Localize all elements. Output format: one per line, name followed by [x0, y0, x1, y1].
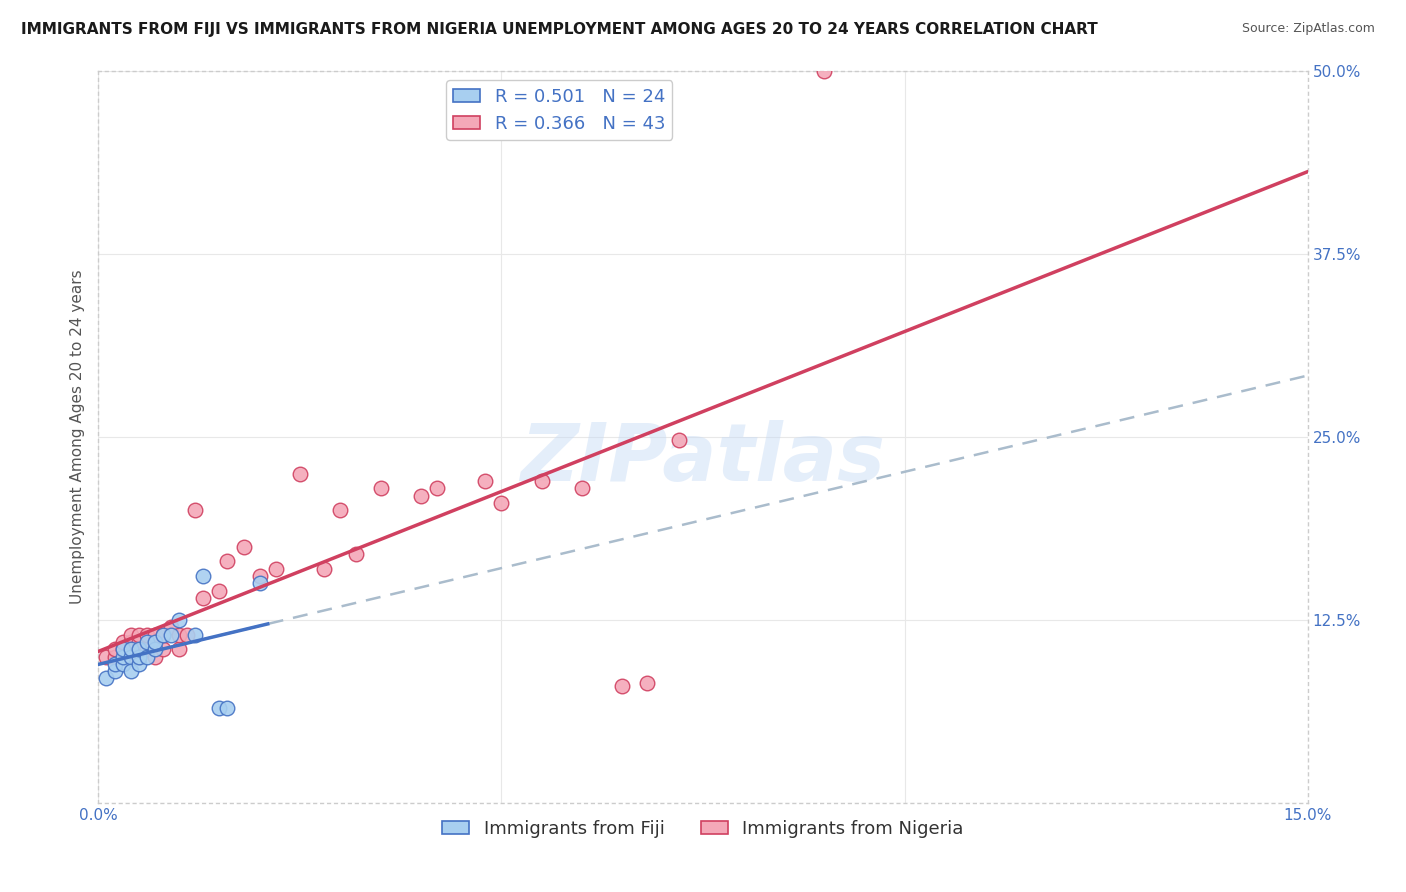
Point	[120, 635, 142, 649]
Point	[120, 664, 142, 678]
Point	[232, 540, 254, 554]
Point	[152, 627, 174, 641]
Point	[668, 433, 690, 447]
Point	[474, 474, 496, 488]
Point	[426, 481, 449, 495]
Point	[193, 591, 215, 605]
Point	[135, 627, 157, 641]
Point	[571, 481, 593, 495]
Point	[167, 613, 190, 627]
Y-axis label: Unemployment Among Ages 20 to 24 years: Unemployment Among Ages 20 to 24 years	[70, 269, 86, 605]
Point	[128, 649, 150, 664]
Point	[409, 489, 432, 503]
Point	[184, 503, 207, 517]
Point	[344, 547, 367, 561]
Point	[120, 649, 142, 664]
Legend: Immigrants from Fiji, Immigrants from Nigeria: Immigrants from Fiji, Immigrants from Ni…	[434, 813, 972, 845]
Point	[636, 676, 658, 690]
Point	[370, 481, 392, 495]
Point	[208, 583, 231, 598]
Point	[314, 562, 336, 576]
Point	[128, 642, 150, 657]
Point	[143, 642, 166, 657]
Point	[128, 627, 150, 641]
Point	[143, 635, 166, 649]
Point	[167, 642, 190, 657]
Point	[111, 642, 134, 657]
Point	[143, 627, 166, 641]
Point	[193, 569, 215, 583]
Point	[111, 657, 134, 671]
Point	[128, 649, 150, 664]
Point	[103, 664, 125, 678]
Point	[217, 554, 239, 568]
Point	[176, 627, 198, 641]
Point	[96, 649, 118, 664]
Point	[111, 642, 134, 657]
Point	[103, 642, 125, 657]
Point	[111, 649, 134, 664]
Point	[135, 642, 157, 657]
Point	[249, 576, 271, 591]
Text: IMMIGRANTS FROM FIJI VS IMMIGRANTS FROM NIGERIA UNEMPLOYMENT AMONG AGES 20 TO 24: IMMIGRANTS FROM FIJI VS IMMIGRANTS FROM …	[21, 22, 1098, 37]
Point	[152, 627, 174, 641]
Point	[135, 649, 157, 664]
Point	[264, 562, 287, 576]
Point	[530, 474, 553, 488]
Point	[135, 635, 157, 649]
Point	[208, 700, 231, 714]
Point	[152, 642, 174, 657]
Point	[160, 620, 183, 634]
Point	[128, 635, 150, 649]
Point	[167, 627, 190, 641]
Point	[96, 672, 118, 686]
Point	[103, 649, 125, 664]
Point	[128, 657, 150, 671]
Point	[160, 627, 183, 641]
Point	[143, 649, 166, 664]
Point	[184, 627, 207, 641]
Point	[120, 649, 142, 664]
Point	[111, 635, 134, 649]
Point	[329, 503, 352, 517]
Point	[120, 642, 142, 657]
Point	[217, 700, 239, 714]
Point	[813, 64, 835, 78]
Text: Source: ZipAtlas.com: Source: ZipAtlas.com	[1241, 22, 1375, 36]
Point	[612, 679, 634, 693]
Text: ZIPatlas: ZIPatlas	[520, 420, 886, 498]
Point	[103, 657, 125, 671]
Point	[491, 496, 513, 510]
Point	[288, 467, 311, 481]
Point	[249, 569, 271, 583]
Point	[120, 627, 142, 641]
